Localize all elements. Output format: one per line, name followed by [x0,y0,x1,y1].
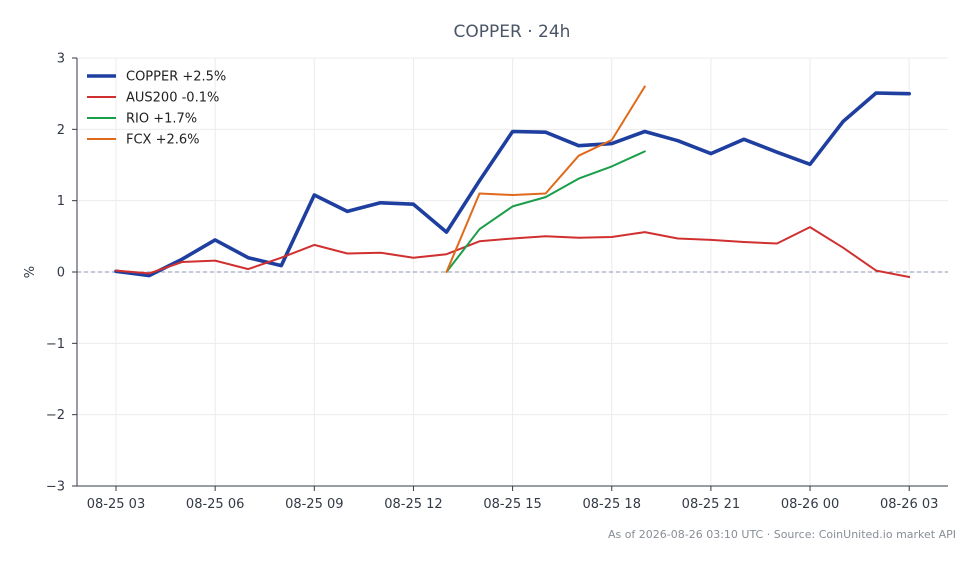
y-axis-label: % [23,266,38,278]
series-line-copper [114,91,912,278]
legend-label-copper: COPPER +2.5% [126,70,226,85]
legend-label-aus200: AUS200 -0.1% [126,91,219,106]
y-tick-label: 1 [57,194,65,209]
axes: 3 2 1 0 −1 −2 −3 08-25 03 08-25 06 08-25 09 08-25 … [46,52,948,512]
y-tick-label: 2 [57,123,65,138]
x-tick-label: 08-25 09 [285,497,343,512]
y-tick-label: 0 [57,266,65,281]
x-tick-label: 08-26 03 [880,497,938,512]
chart-title: COPPER · 24h [454,22,571,42]
x-tick-label: 08-25 06 [186,497,244,512]
y-tick-label: 3 [57,52,65,67]
y-tick-label: −1 [46,337,65,352]
x-tick-label: 08-25 21 [682,497,740,512]
series-line-fcx [445,85,646,273]
series-line-rio [445,150,646,273]
series-line-aus200 [115,226,911,278]
y-tick-label: −3 [46,480,65,495]
x-tick-label: 08-26 00 [781,497,839,512]
legend: COPPER +2.5% AUS200 -0.1% RIO +1.7% FCX +2.… [87,70,226,148]
x-tick-label: 08-25 12 [384,497,442,512]
series-lines [114,85,912,278]
legend-label-fcx: FCX +2.6% [126,133,200,148]
x-tick-label: 08-25 18 [583,497,641,512]
source-footer: As of 2026-08-26 03:10 UTC · Source: Coi… [608,528,956,541]
x-tick-label: 08-25 15 [483,497,541,512]
legend-label-rio: RIO +1.7% [126,112,197,127]
x-tick-label: 08-25 03 [87,497,145,512]
y-tick-label: −2 [46,408,65,423]
